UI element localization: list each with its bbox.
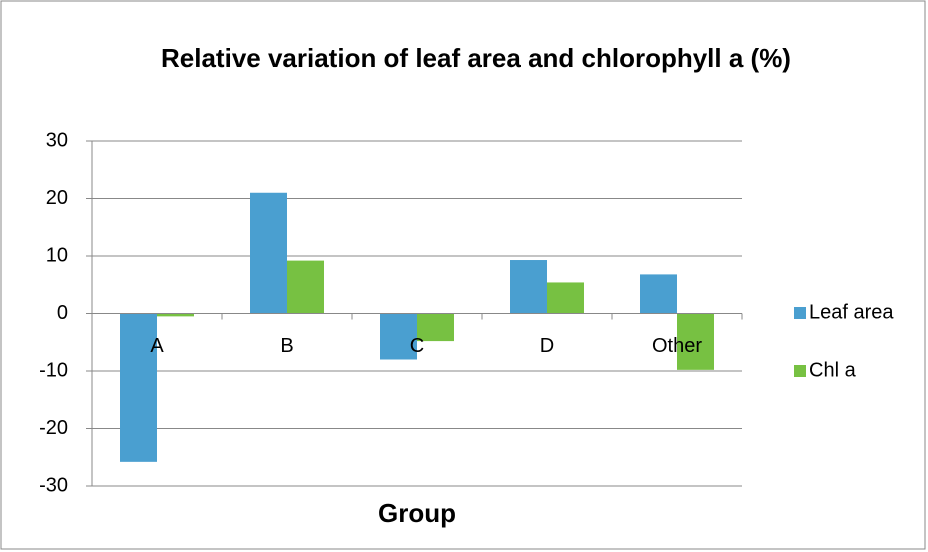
bar: [120, 313, 157, 462]
y-tick-label: 20: [46, 187, 68, 209]
x-tick-label: C: [410, 335, 424, 357]
legend-swatch: [794, 365, 806, 377]
bar: [677, 313, 714, 370]
y-tick-label: -10: [39, 359, 68, 381]
chart-title: Relative variation of leaf area and chlo…: [161, 43, 791, 73]
bar: [640, 274, 677, 314]
x-tick-label: A: [150, 335, 164, 357]
x-tick-label: Other: [652, 335, 702, 357]
bar: [417, 313, 454, 342]
y-tick-label: -20: [39, 417, 68, 439]
y-tick-label: 30: [46, 129, 68, 151]
bar: [287, 260, 324, 314]
y-tick-label: -30: [39, 474, 68, 496]
bar: [157, 313, 194, 317]
bar: [510, 260, 547, 314]
legend-label: Leaf area: [809, 301, 894, 323]
x-tick-label: D: [540, 335, 554, 357]
y-tick-label: 10: [46, 244, 68, 266]
bar: [380, 313, 417, 360]
bar: [547, 282, 584, 314]
legend-swatch: [794, 307, 806, 319]
x-tick-label: B: [280, 335, 293, 357]
y-tick-label: 0: [57, 302, 68, 324]
x-axis-title: Group: [378, 498, 456, 528]
bar: [250, 192, 287, 314]
legend-label: Chl a: [809, 359, 857, 381]
